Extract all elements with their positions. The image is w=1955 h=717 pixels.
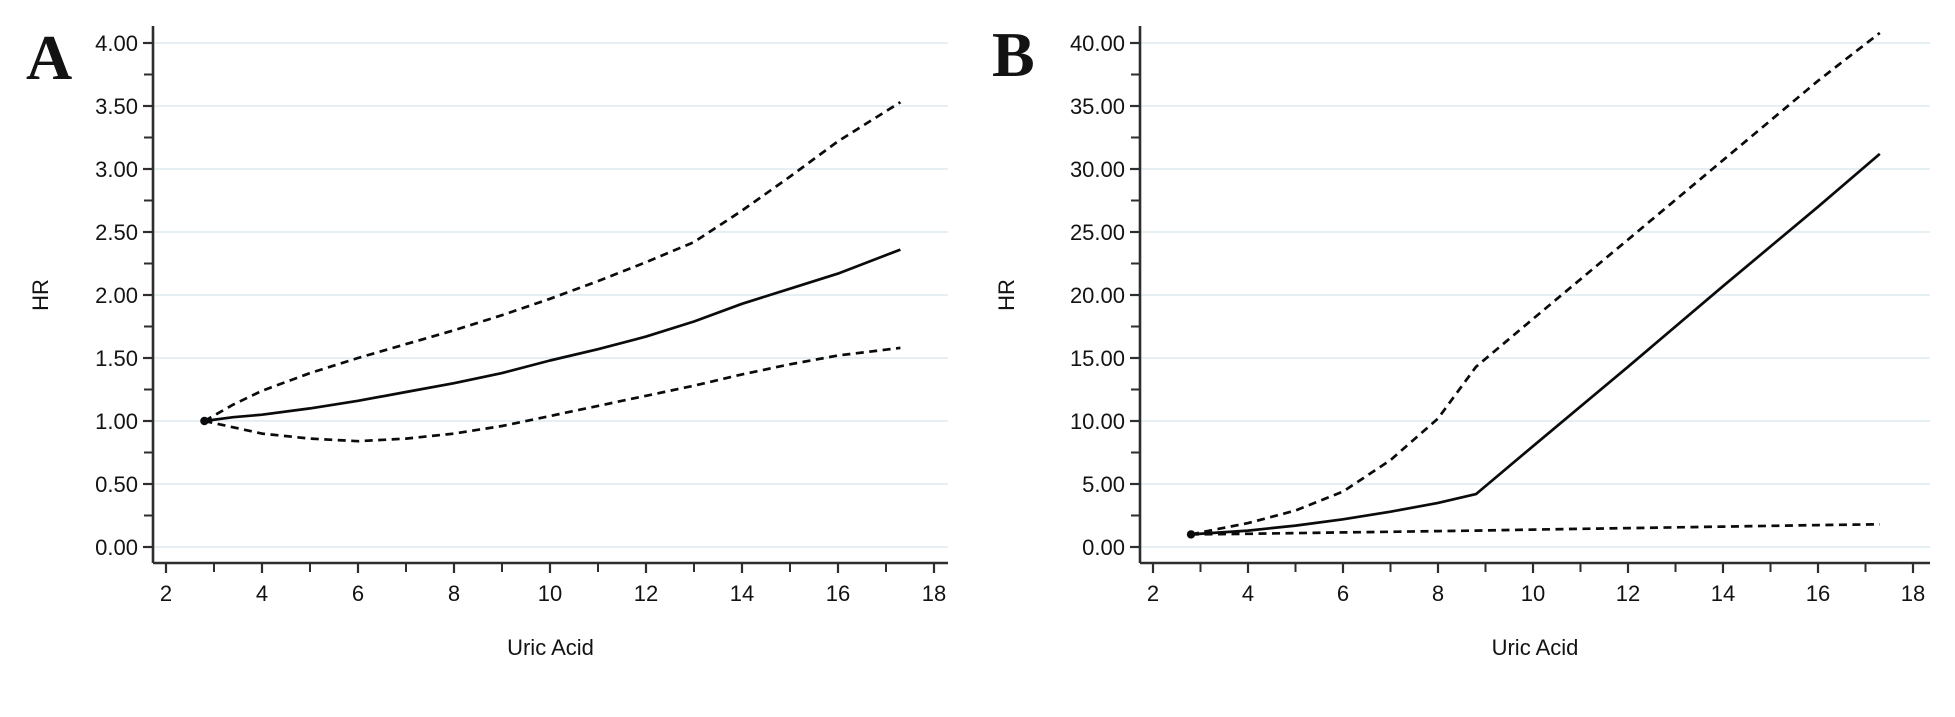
panel-letter: B [992, 19, 1035, 90]
y-tick-label: 35.00 [1070, 94, 1125, 119]
y-tick-label: 3.00 [95, 157, 138, 182]
y-tick-label: 2.00 [95, 283, 138, 308]
panel-a: 0.00 0.50 1.00 1.50 2.00 2.50 3.00 3.50 4.00 2 4 6 8… [0, 0, 977, 717]
y-axis-title: HR [28, 279, 53, 311]
curve-ci-lower [1190, 522, 1880, 536]
x-tick-label: 16 [1806, 581, 1830, 606]
y-tick-label: 10.00 [1070, 409, 1125, 434]
panel-b: 0.00 5.00 10.00 15.00 20.00 25.00 30.00 35.00 40… [978, 0, 1955, 717]
panel-letter: A [26, 22, 72, 93]
x-tick-label: 16 [826, 581, 850, 606]
x-tick-label: 2 [1147, 581, 1159, 606]
y-tick-label: 0.50 [95, 472, 138, 497]
x-tick-label: 18 [1901, 581, 1925, 606]
y-tick-label: 3.50 [95, 94, 138, 119]
curve-ci-upper [1190, 31, 1881, 536]
y-tick-label: 1.50 [95, 346, 138, 371]
y-tick-label: 40.00 [1070, 31, 1125, 56]
curve-ci-upper [203, 101, 902, 423]
y-tick-label: 25.00 [1070, 220, 1125, 245]
x-tick-label: 4 [256, 581, 268, 606]
y-tick-label: 15.00 [1070, 346, 1125, 371]
x-tick-label: 6 [352, 581, 364, 606]
curve-hr-estimate [204, 248, 901, 423]
x-tick-label: 6 [1337, 581, 1349, 606]
x-tick-label: 2 [160, 581, 172, 606]
y-tick-label: 30.00 [1070, 157, 1125, 182]
curve-hr-estimate [1190, 152, 1881, 536]
x-tick-label: 8 [1432, 581, 1444, 606]
y-tick-label: 20.00 [1070, 283, 1125, 308]
x-tick-label: 18 [922, 581, 946, 606]
x-tick-label: 10 [538, 581, 562, 606]
x-tick-label: 10 [1521, 581, 1545, 606]
x-tick-label: 8 [448, 581, 460, 606]
x-tick-label: 4 [1242, 581, 1254, 606]
y-tick-label: 0.00 [95, 535, 138, 560]
x-axis-title: Uric Acid [1492, 635, 1579, 660]
x-tick-label: 12 [634, 581, 658, 606]
y-tick-label: 1.00 [95, 409, 138, 434]
x-tick-label: 12 [1616, 581, 1640, 606]
curve-ci-lower [204, 346, 901, 443]
chart-b-canvas: 0.00 5.00 10.00 15.00 20.00 25.00 30.00 35.00 40… [992, 19, 1930, 660]
y-tick-label: 2.50 [95, 220, 138, 245]
chart-a-canvas: 0.00 0.50 1.00 1.50 2.00 2.50 3.00 3.50 4.00 2 4 6 8… [26, 22, 948, 660]
y-tick-label: 5.00 [1082, 472, 1125, 497]
start-point-marker [1186, 530, 1196, 539]
y-tick-label: 4.00 [95, 31, 138, 56]
x-tick-label: 14 [1711, 581, 1735, 606]
x-tick-label: 14 [730, 581, 754, 606]
y-tick-label: 0.00 [1082, 535, 1125, 560]
y-axis-title: HR [994, 279, 1019, 311]
x-axis-title: Uric Acid [507, 635, 594, 660]
start-point-marker [200, 416, 209, 426]
